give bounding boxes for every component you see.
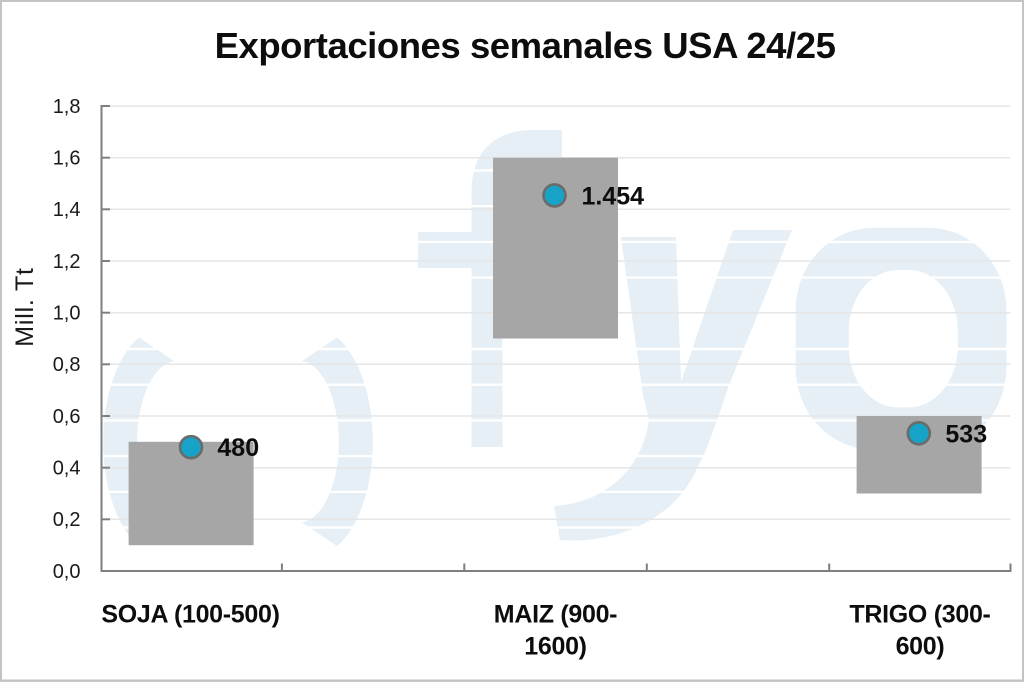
- svg-text:Mill. Tt: Mill. Tt: [11, 267, 39, 347]
- svg-text:1600): 1600): [524, 633, 586, 661]
- svg-text:1,2: 1,2: [53, 251, 81, 273]
- svg-text:SOJA (100-500): SOJA (100-500): [101, 601, 279, 629]
- svg-text:1,4: 1,4: [53, 199, 81, 221]
- svg-text:1,6: 1,6: [53, 148, 81, 170]
- svg-text:1,8: 1,8: [53, 96, 81, 118]
- svg-text:Exportaciones semanales USA 24: Exportaciones semanales USA 24/25: [215, 25, 836, 66]
- svg-text:1,0: 1,0: [53, 303, 81, 325]
- svg-text:MAIZ (900-: MAIZ (900-: [494, 601, 617, 629]
- svg-text:600): 600): [896, 633, 945, 661]
- svg-text:533: 533: [945, 420, 987, 448]
- svg-text:TRIGO (300-: TRIGO (300-: [849, 601, 990, 629]
- svg-text:0,4: 0,4: [53, 458, 81, 480]
- svg-text:0,8: 0,8: [53, 354, 81, 376]
- svg-text:0,2: 0,2: [53, 509, 81, 531]
- svg-text:0,6: 0,6: [53, 406, 81, 428]
- svg-text:480: 480: [217, 434, 259, 462]
- svg-text:0,0: 0,0: [53, 561, 81, 583]
- svg-text:1.454: 1.454: [582, 182, 645, 210]
